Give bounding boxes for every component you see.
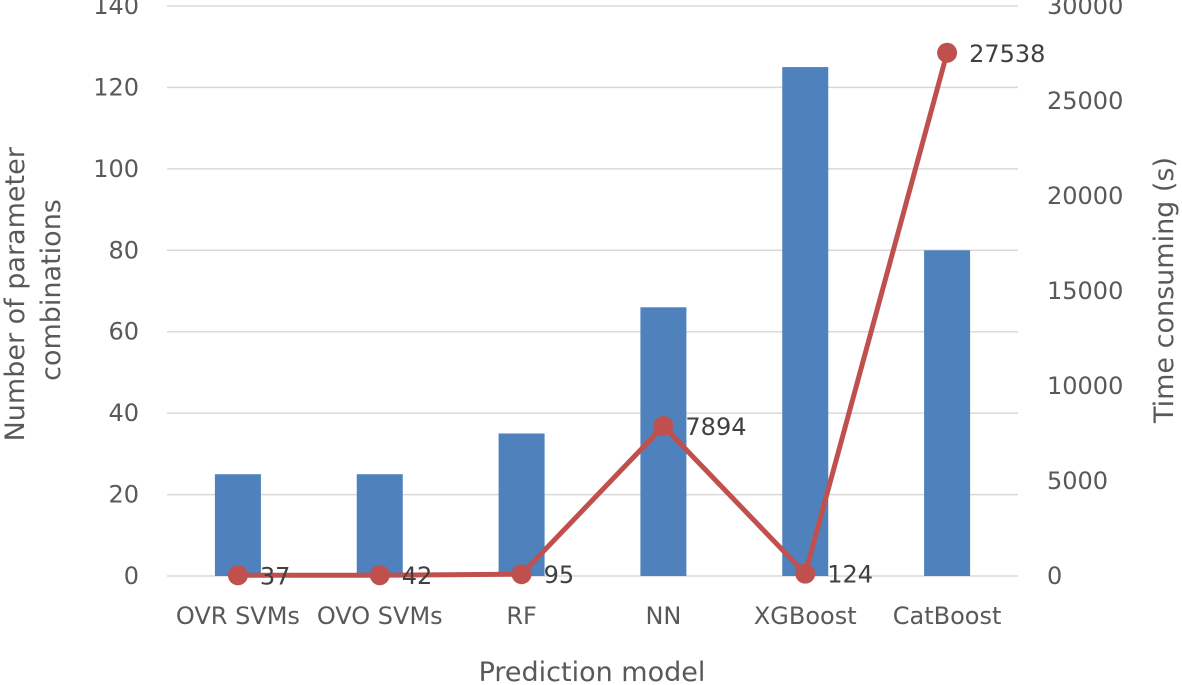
y-axis-title: Number of parameter combinations — [0, 139, 67, 442]
y-tick-label: 120 — [93, 73, 139, 101]
y-tick-label: 40 — [108, 399, 139, 427]
x-tick-label: OVO SVMs — [317, 602, 443, 630]
y2-tick-label: 5000 — [1047, 467, 1108, 495]
y2-tick-label: 10000 — [1047, 372, 1123, 400]
bar — [924, 250, 971, 577]
data-label: 27538 — [969, 40, 1045, 68]
x-tick-label: XGBoost — [754, 602, 857, 630]
x-tick-label: RF — [506, 602, 536, 630]
y2-tick-label: 20000 — [1047, 182, 1123, 210]
line-point — [653, 416, 674, 437]
bar — [498, 433, 545, 576]
data-label: 37 — [260, 562, 291, 590]
y-tick-label: 140 — [93, 0, 139, 20]
line-point — [795, 563, 816, 584]
line-point — [511, 564, 532, 585]
data-label: 42 — [402, 562, 433, 590]
y2-axis-ticks: 0 5000 10000 15000 20000 25000 30000 — [1047, 0, 1123, 590]
data-label: 95 — [544, 561, 575, 589]
y2-tick-label: 15000 — [1047, 277, 1123, 305]
y-axis-title-line-1: Number of parameter — [0, 146, 31, 441]
x-axis-title: Prediction model — [479, 657, 706, 685]
data-labels: 37 42 95 7894 124 27538 — [260, 40, 1046, 591]
bar — [356, 474, 403, 576]
data-label: 7894 — [685, 413, 746, 441]
bar — [782, 67, 829, 577]
bar — [214, 474, 261, 576]
y-tick-label: 0 — [124, 562, 139, 590]
y-axis-title-line-2: combinations — [36, 199, 67, 381]
x-tick-label: NN — [645, 602, 681, 630]
line-point — [369, 565, 390, 586]
y-tick-label: 20 — [108, 481, 139, 509]
y-axis-ticks: 0 20 40 60 80 100 120 140 — [93, 0, 139, 590]
y2-axis-title: Time consuming (s) — [1149, 157, 1180, 424]
x-tick-label: CatBoost — [893, 602, 1002, 630]
y-tick-label: 80 — [108, 236, 139, 264]
x-axis-ticks: OVR SVMs OVO SVMs RF NN XGBoost CatBoost — [176, 602, 1002, 630]
y-tick-label: 100 — [93, 155, 139, 183]
gridlines — [167, 5, 1018, 577]
y-tick-label: 60 — [108, 318, 139, 346]
x-tick-label: OVR SVMs — [176, 602, 300, 630]
line-path — [237, 52, 950, 578]
data-label: 124 — [827, 561, 873, 589]
y2-tick-label: 30000 — [1047, 0, 1123, 20]
line-point — [937, 42, 958, 63]
y2-tick-label: 0 — [1047, 562, 1062, 590]
line-point — [227, 565, 248, 586]
y2-tick-label: 25000 — [1047, 87, 1123, 115]
line-series — [227, 42, 958, 586]
